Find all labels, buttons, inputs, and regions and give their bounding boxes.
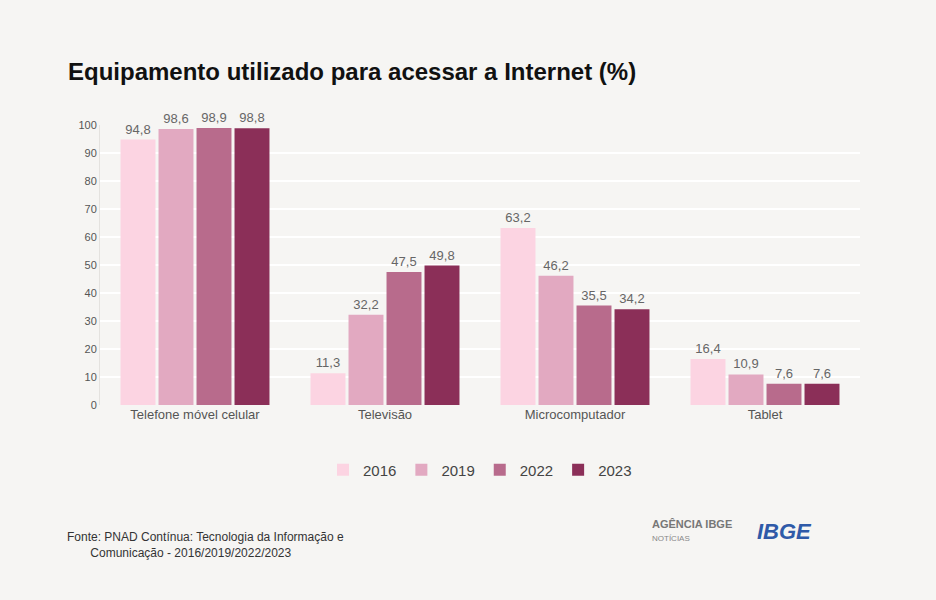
svg-text:NOTÍCIAS: NOTÍCIAS [652, 534, 690, 543]
svg-text:46,2: 46,2 [543, 258, 568, 273]
svg-text:30: 30 [85, 315, 97, 327]
svg-text:47,5: 47,5 [391, 254, 416, 269]
svg-text:0: 0 [91, 399, 97, 411]
svg-text:Televisão: Televisão [358, 407, 412, 422]
svg-text:2023: 2023 [598, 462, 631, 479]
svg-text:34,2: 34,2 [619, 291, 644, 306]
svg-text:Microcomputador: Microcomputador [525, 407, 626, 422]
svg-text:94,8: 94,8 [125, 122, 150, 137]
svg-text:Telefone móvel celular: Telefone móvel celular [130, 407, 260, 422]
svg-text:IBGE: IBGE [757, 519, 812, 544]
svg-text:7,6: 7,6 [813, 366, 831, 381]
svg-text:80: 80 [85, 175, 97, 187]
svg-text:11,3: 11,3 [316, 355, 340, 370]
svg-text:98,8: 98,8 [239, 110, 264, 125]
svg-text:2016: 2016 [363, 462, 396, 479]
svg-text:Equipamento utilizado para ace: Equipamento utilizado para acessar a Int… [68, 58, 636, 85]
svg-text:20: 20 [85, 343, 97, 355]
svg-text:16,4: 16,4 [695, 341, 720, 356]
svg-text:AGÊNCIA IBGE: AGÊNCIA IBGE [652, 518, 732, 530]
svg-text:63,2: 63,2 [505, 210, 530, 225]
svg-text:2022: 2022 [520, 462, 553, 479]
svg-text:40: 40 [85, 287, 97, 299]
svg-text:Fonte: PNAD Contínua: Tecnolog: Fonte: PNAD Contínua: Tecnologia da Info… [67, 530, 344, 560]
svg-text:7,6: 7,6 [775, 366, 793, 381]
svg-text:35,5: 35,5 [581, 288, 606, 303]
svg-text:Tablet: Tablet [748, 407, 783, 422]
svg-text:60: 60 [85, 231, 97, 243]
svg-text:10: 10 [85, 371, 97, 383]
svg-text:2019: 2019 [441, 462, 474, 479]
svg-text:98,6: 98,6 [163, 111, 188, 126]
svg-text:100: 100 [78, 119, 96, 131]
svg-text:32,2: 32,2 [353, 297, 378, 312]
svg-text:49,8: 49,8 [429, 248, 454, 263]
svg-text:98,9: 98,9 [201, 110, 226, 125]
svg-text:50: 50 [85, 259, 97, 271]
svg-text:10,9: 10,9 [733, 356, 758, 371]
svg-text:90: 90 [85, 147, 97, 159]
svg-text:70: 70 [85, 203, 97, 215]
